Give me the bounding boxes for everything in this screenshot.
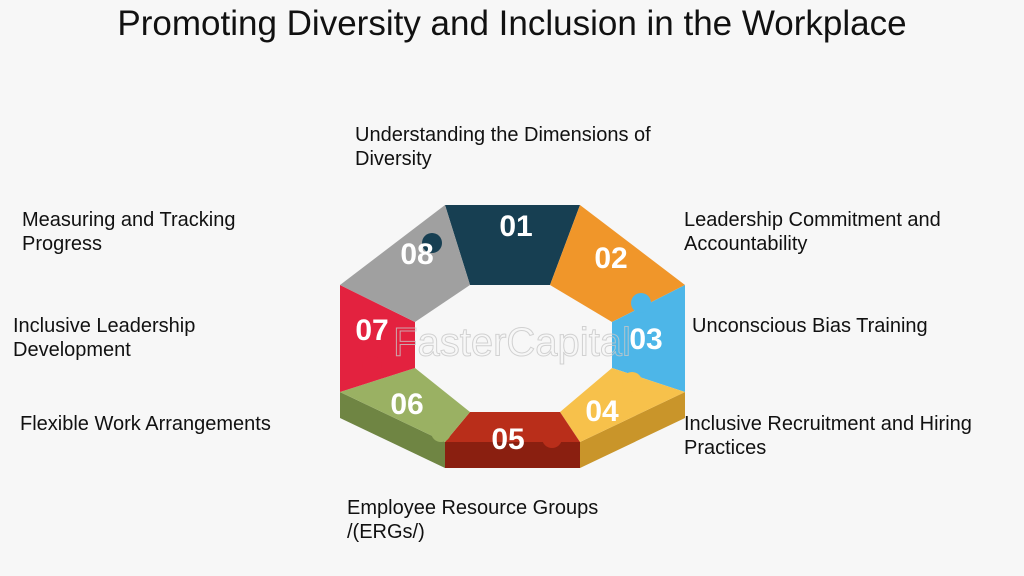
puzzle-knob [567, 235, 587, 255]
label-step-04: Inclusive Recruitment and Hiring Practic… [684, 413, 972, 459]
puzzle-knob [431, 422, 451, 442]
label-step-06: Flexible Work Arrangements [20, 413, 271, 435]
label-step-05: Employee Resource Groups /(ERGs/) [347, 497, 599, 543]
step-number-06: 06 [390, 388, 423, 421]
watermark: FasterCapital [393, 321, 631, 365]
label-step-02: Leadership Commitment and Accountability [684, 209, 941, 255]
step-number-04: 04 [585, 395, 619, 428]
step-number-01: 01 [499, 210, 532, 243]
segment-side-05 [445, 442, 580, 468]
segment-04 [560, 368, 685, 442]
puzzle-knob [542, 428, 562, 448]
segment-side-04 [580, 392, 685, 468]
label-step-08: Measuring and Tracking Progress [22, 209, 236, 255]
label-step-03: Unconscious Bias Training [692, 315, 928, 337]
segment-side-06 [340, 392, 445, 468]
step-number-02: 02 [594, 242, 627, 275]
step-number-03: 03 [629, 323, 662, 356]
puzzle-knob [422, 233, 442, 253]
label-step-07: Inclusive Leadership Development [13, 315, 196, 361]
label-step-01: Understanding the Dimensions of Diversit… [355, 124, 651, 170]
puzzle-knob [362, 356, 382, 376]
puzzle-knob [376, 275, 396, 295]
page-title: Promoting Diversity and Inclusion in the… [117, 4, 907, 43]
puzzle-knob [622, 372, 642, 392]
segment-07 [340, 285, 415, 392]
step-number-08: 08 [400, 238, 433, 271]
segment-01 [445, 205, 580, 285]
segment-02 [550, 205, 685, 322]
segment-03 [612, 285, 685, 392]
segment-08 [340, 205, 470, 322]
step-number-07: 07 [355, 314, 388, 347]
step-number-05: 05 [491, 423, 524, 456]
puzzle-knob [631, 293, 651, 313]
